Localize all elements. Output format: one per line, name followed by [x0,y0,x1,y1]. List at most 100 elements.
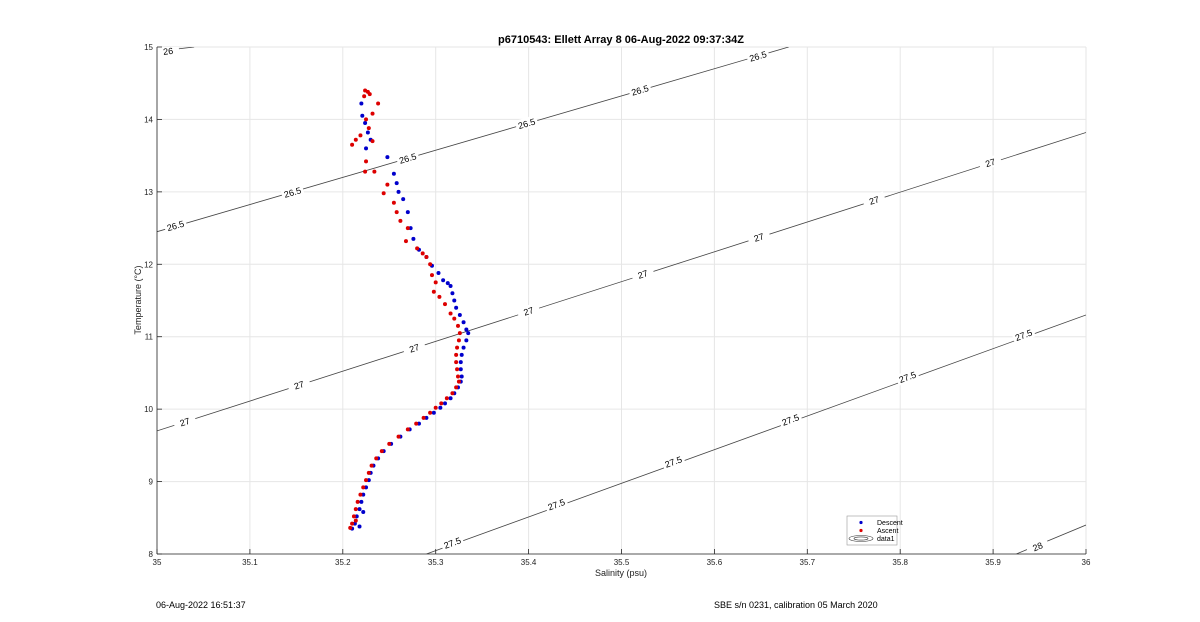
legend-label: Ascent [877,528,898,535]
contour-label: 27.5 [781,412,801,427]
data-point-ascent [398,218,403,223]
data-point-ascent [370,139,375,144]
data-point-ascent [405,427,410,432]
x-tick-label: 35 [153,558,162,567]
density-contours: 26 26.5 26.5 26.5 26.5 26.5 26.5 27 27 27 27 27 27 27… [157,47,1086,554]
data-point-descent [431,410,436,415]
data-point-descent [366,478,371,483]
data-point-ascent [415,246,420,251]
data-point-ascent [455,374,460,379]
data-point-descent [461,320,466,325]
contour-label: 27.5 [442,535,462,550]
data-point-ascent [372,169,377,174]
legend-label: data1 [877,536,895,543]
data-point-ascent [353,507,358,512]
data-point-ascent [351,514,356,519]
data-point-descent [364,485,369,490]
data-point-ascent [385,182,390,187]
contour-label: 27.5 [547,497,567,512]
contour-label: 27 [637,268,650,281]
data-point-ascent [355,499,360,504]
data-point-descent [401,197,406,202]
contour-label: 26.5 [166,219,186,234]
contour-label: 27 [522,305,535,318]
data-point-descent [385,155,390,160]
data-point-descent [458,360,463,365]
data-point-descent [450,291,455,296]
data-point-ascent [455,367,460,372]
legend-contour-icon [848,535,874,542]
data-points [348,88,471,531]
data-point-ascent [405,226,410,231]
data-point-ascent [350,142,355,147]
data-point-descent [359,101,364,106]
data-point-ascent [424,255,429,260]
data-point-descent [457,312,462,317]
contour-label: 27 [408,342,421,355]
data-point-descent [357,507,362,512]
legend-marker [859,520,863,525]
data-point-ascent [391,200,396,205]
contour-label: 26.5 [517,117,537,132]
x-tick-label: 35.7 [800,558,816,567]
data-point-ascent [429,273,434,278]
data-point-descent [364,146,369,151]
data-point-descent [448,396,453,401]
contour-line-27 [157,132,1086,432]
data-point-ascent [431,289,436,294]
data-point-ascent [366,126,371,131]
contour-label: 26.5 [283,185,303,200]
data-point-ascent [454,352,459,357]
data-point-descent [391,171,396,176]
data-point-descent [459,352,464,357]
data-point-ascent [428,410,433,415]
data-point-ascent [374,456,379,461]
data-point-ascent [358,492,363,497]
x-tick-label: 35.8 [892,558,908,567]
footer-timestamp: 06-Aug-2022 16:51:37 [156,600,246,610]
data-point-descent [361,509,366,514]
contour-line-28 [1016,524,1086,554]
data-point-ascent [353,518,358,523]
data-point-descent [365,130,370,135]
x-tick-label: 35.4 [521,558,537,567]
legend-label: Descent [877,520,903,527]
contour-label: 27 [179,416,192,429]
grid-lines [156,46,1087,555]
contour-label: 27 [753,231,766,244]
data-point-ascent [428,262,433,267]
x-axis-label: Salinity (psu) [595,568,647,578]
data-point-descent [361,492,366,497]
data-point-ascent [444,396,449,401]
series-descent [350,101,471,531]
data-point-descent [459,374,464,379]
data-point-ascent [379,449,384,454]
y-tick-label: 11 [145,333,154,342]
data-point-ascent [376,101,381,106]
data-point-ascent [421,415,426,420]
data-point-ascent [367,92,372,97]
data-point-ascent [364,159,369,164]
contour-label: 27 [868,194,881,207]
y-tick-label: 12 [144,260,153,269]
contour-line-27.5 [426,314,1086,554]
data-point-ascent [348,525,353,530]
contour-label: 27 [293,379,306,392]
x-tick-label: 35.6 [707,558,723,567]
data-point-descent [408,226,413,231]
data-point-ascent [358,133,363,138]
data-point-descent [357,524,362,529]
data-point-ascent [366,470,371,475]
data-point-ascent [433,405,438,410]
data-point-descent [441,278,446,283]
data-point-ascent [414,421,419,426]
data-point-ascent [381,191,386,196]
footer-calibration: SBE s/n 0231, calibration 05 March 2020 [714,600,878,610]
data-point-ascent [454,360,459,365]
data-point-descent [454,305,459,310]
contour-label: 26.5 [630,83,650,98]
data-point-ascent [448,311,453,316]
data-point-ascent [450,391,455,396]
